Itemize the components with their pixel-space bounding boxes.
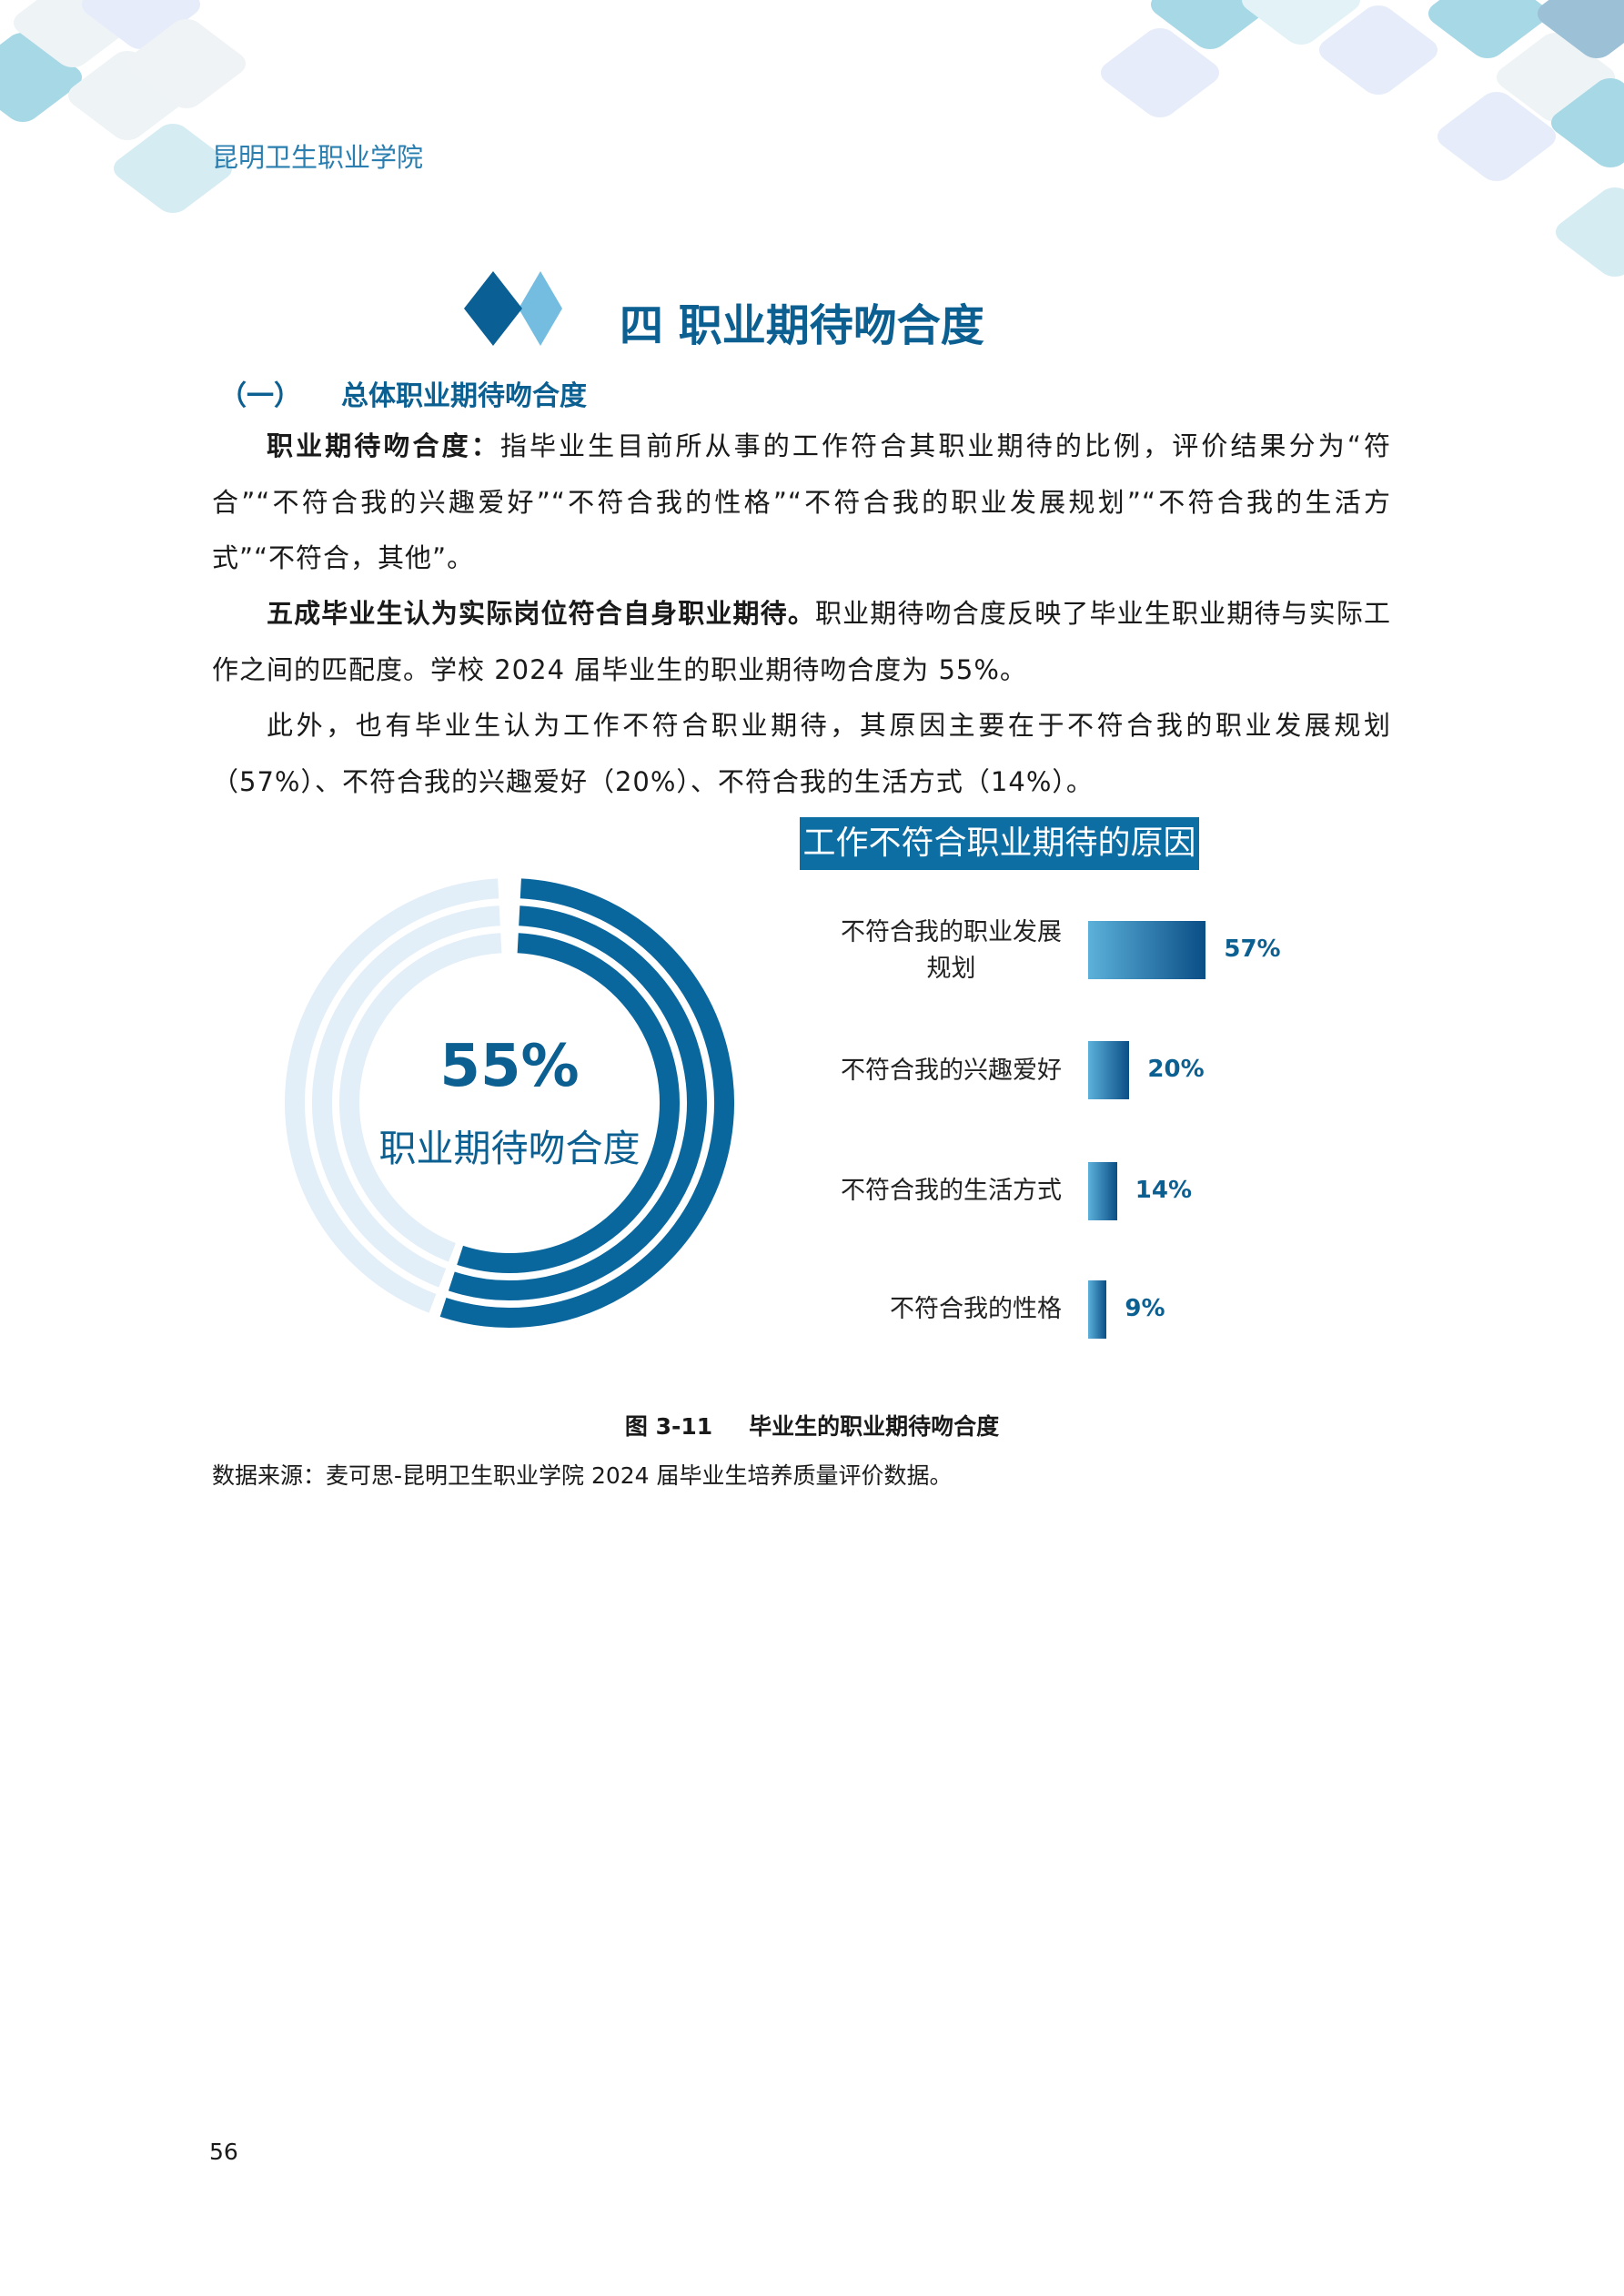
paragraph-finding: 五成毕业生认为实际岗位符合自身职业期待。职业期待吻合度反映了毕业生职业期待与实际… bbox=[212, 586, 1391, 698]
figure-caption-text: 毕业生的职业期待吻合度 bbox=[749, 1413, 1000, 1440]
bar-value-label: 20% bbox=[1147, 1056, 1205, 1083]
bar-label: 不符合我的职业发展 规划 bbox=[841, 918, 1062, 983]
paragraph-lead: 五成毕业生认为实际岗位符合自身职业期待。 bbox=[267, 598, 815, 629]
figure-caption: 图 3-11 毕业生的职业期待吻合度 bbox=[0, 1409, 1624, 1441]
bar-label: 不符合我的生活方式 bbox=[841, 1177, 1062, 1205]
match-rate-donut bbox=[285, 878, 734, 1328]
paragraph-definition: 职业期待吻合度：指毕业生目前所从事的工作符合其职业期待的比例，评价结果分为“符合… bbox=[212, 419, 1391, 587]
bar bbox=[1088, 1041, 1130, 1099]
donut-center-label: 职业期待吻合度 bbox=[378, 1127, 641, 1170]
donut-track-ring bbox=[285, 878, 499, 1313]
paragraph-text: 此外，也有毕业生认为工作不符合职业期待，其原因主要在于不符合我的职业发展规划（5… bbox=[212, 710, 1391, 797]
header-institution: 昆明卫生职业学院 bbox=[212, 142, 424, 173]
bar bbox=[1088, 1162, 1117, 1220]
donut-value-ring bbox=[448, 905, 707, 1300]
donut-track-ring bbox=[312, 905, 500, 1288]
bar-value-label: 9% bbox=[1125, 1295, 1165, 1322]
donut-value-ring bbox=[439, 878, 734, 1328]
data-source: 数据来源：麦可思-昆明卫生职业学院 2024 届毕业生培养质量评价数据。 bbox=[212, 1462, 953, 1489]
bar-chart-title: 工作不符合职业期待的原因 bbox=[800, 817, 1199, 870]
bar-label: 不符合我的兴趣爱好 bbox=[841, 1057, 1062, 1085]
bar-value-label: 57% bbox=[1224, 936, 1281, 963]
bar-label: 不符合我的性格 bbox=[890, 1295, 1062, 1323]
paragraph-text: 职业期待吻合度反映了毕业生职业期待与实际工作之间的匹配度。学校 2024 届毕业… bbox=[212, 598, 1391, 685]
donut-value-ring bbox=[457, 933, 680, 1273]
bar bbox=[1088, 1280, 1107, 1339]
paragraph-reasons: 此外，也有毕业生认为工作不符合职业期待，其原因主要在于不符合我的职业发展规划（5… bbox=[212, 698, 1391, 810]
paragraph-text: 指毕业生目前所从事的工作符合其职业期待的比例，评价结果分为“符合”“不符合我的兴… bbox=[212, 430, 1391, 573]
section-title: 四 职业期待吻合度 bbox=[620, 300, 984, 351]
bar bbox=[1088, 921, 1206, 979]
title-diamond-icon bbox=[464, 271, 562, 346]
subsection-number: （一） bbox=[219, 380, 301, 412]
bar-value-label: 14% bbox=[1135, 1177, 1192, 1204]
page-number: 56 bbox=[209, 2139, 238, 2165]
figure-number: 图 3-11 bbox=[624, 1413, 713, 1440]
paragraph-lead: 职业期待吻合度： bbox=[267, 430, 500, 461]
subsection-heading: （一） 总体职业期待吻合度 bbox=[219, 373, 587, 413]
donut-track-ring bbox=[339, 933, 502, 1262]
subsection-title: 总体职业期待吻合度 bbox=[341, 380, 587, 412]
donut-value-label: 55% bbox=[439, 1033, 580, 1100]
